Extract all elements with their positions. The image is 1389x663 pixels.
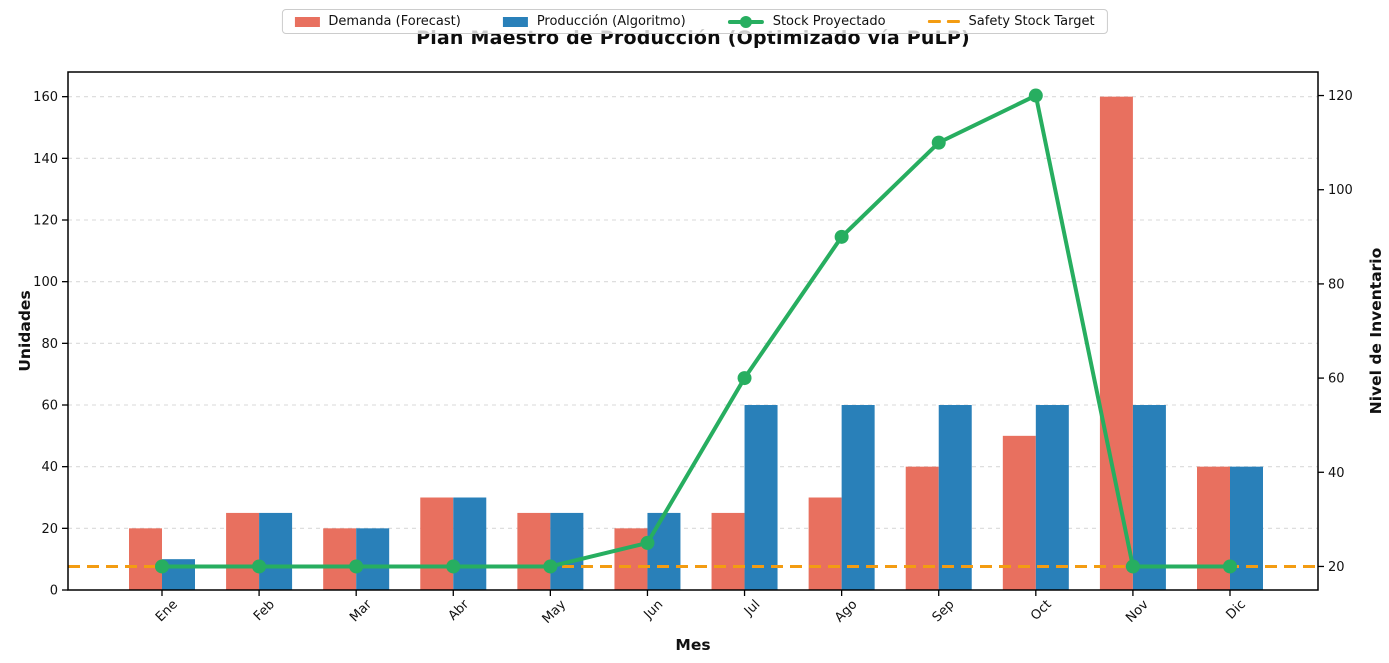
stock-marker-Ago: [834, 229, 849, 244]
bar-demanda-May: [517, 512, 551, 590]
legend-swatch-demanda: [294, 16, 320, 27]
bar-produccion-Abr: [453, 497, 487, 590]
x-tick-label-Sep: Sep: [930, 597, 958, 625]
x-tick-label-Ago: Ago: [832, 597, 860, 625]
left-y-axis-label: Unidades: [16, 290, 34, 371]
x-tick-label-Mar: Mar: [347, 597, 375, 625]
legend-label-safety: Safety Stock Target: [968, 14, 1095, 29]
left-tick-label: 60: [41, 399, 58, 414]
bar-demanda-Dic: [1197, 466, 1230, 590]
legend-swatch-safety: [927, 20, 960, 23]
x-tick-label-Jul: Jul: [741, 597, 763, 619]
stock-marker-Sep: [931, 135, 946, 150]
legend-swatch-safety-dash: [927, 20, 941, 23]
legend-swatch-produccion: [502, 16, 528, 27]
bar-demanda-Jun: [614, 528, 648, 590]
left-tick-label: 100: [33, 275, 58, 290]
bar-demanda-Sep: [905, 466, 939, 590]
bar-demanda-Nov: [1099, 96, 1133, 591]
right-y-axis-label: Nivel de Inventario: [1367, 248, 1385, 415]
right-tick-label: 60: [1328, 372, 1345, 387]
bar-demanda-Jul: [711, 512, 745, 590]
left-tick-label: 160: [33, 90, 58, 105]
stock-line: [160, 93, 1232, 569]
x-tick-label-May: May: [540, 597, 570, 627]
stock-marker-Dic: [1223, 559, 1237, 574]
left-tick-label: 120: [33, 214, 58, 229]
legend-item-safety: Safety Stock Target: [927, 14, 1095, 29]
legend-item-stock: Stock Proyectado: [727, 14, 886, 29]
stock-marker-Ene: [155, 559, 169, 574]
plot-border: [67, 71, 1319, 591]
x-tick-label-Ene: Ene: [153, 597, 181, 625]
stock-marker-Jun: [640, 535, 655, 550]
left-tick-label: 0: [50, 584, 58, 599]
bar-produccion-May: [550, 512, 584, 590]
x-axis-label: Mes: [675, 636, 710, 654]
bar-demanda-Feb: [226, 512, 260, 590]
stock-marker-Mar: [349, 559, 364, 574]
legend-swatch-stock-marker-icon: [739, 15, 752, 28]
x-tick-label-Oct: Oct: [1028, 597, 1055, 624]
stock-marker-Feb: [252, 559, 267, 574]
bar-produccion-Mar: [356, 528, 390, 590]
bar-demanda-Ago: [808, 497, 842, 590]
stock-marker-Jul: [737, 371, 752, 386]
legend-swatch-safety-dash: [946, 20, 960, 23]
legend-swatch-stock-line: [727, 15, 764, 28]
bar-produccion-Jun: [647, 512, 681, 590]
stock-marker-Abr: [446, 559, 461, 574]
right-tick-label: 80: [1328, 277, 1345, 292]
bar-demanda-Ene: [129, 528, 162, 590]
x-tick-label-Dic: Dic: [1224, 597, 1249, 622]
chart-legend: Demanda (Forecast) Producción (Algoritmo…: [281, 9, 1108, 34]
x-tick-label-Jun: Jun: [641, 597, 667, 623]
bar-demanda-Oct: [1002, 435, 1036, 590]
x-tick-label-Feb: Feb: [251, 597, 278, 624]
bar-demanda-Mar: [323, 528, 357, 590]
legend-item-produccion: Producción (Algoritmo): [502, 14, 686, 29]
bar-produccion-Dic: [1230, 466, 1263, 590]
stock-marker-Nov: [1125, 559, 1140, 574]
x-tick-label-Nov: Nov: [1123, 597, 1152, 626]
left-tick-label: 140: [33, 152, 58, 167]
bar-produccion-Nov: [1132, 405, 1166, 590]
bar-produccion-Jul: [744, 405, 778, 590]
bar-produccion-Ago: [841, 405, 875, 590]
legend-label-stock: Stock Proyectado: [772, 14, 886, 29]
bar-produccion-Feb: [259, 512, 293, 590]
stock-marker-Oct: [1028, 88, 1043, 103]
bar-demanda-Abr: [420, 497, 454, 590]
left-tick-label: 20: [41, 522, 58, 537]
legend-label-produccion: Producción (Algoritmo): [536, 14, 686, 29]
bar-produccion-Oct: [1035, 405, 1069, 590]
right-tick-label: 40: [1328, 466, 1345, 481]
right-tick-label: 20: [1328, 560, 1345, 575]
bar-produccion-Sep: [938, 405, 972, 590]
left-tick-label: 40: [41, 460, 58, 475]
stock-marker-May: [543, 559, 558, 574]
right-tick-label: 100: [1328, 183, 1353, 198]
right-tick-label: 120: [1328, 89, 1353, 104]
legend-item-demanda: Demanda (Forecast): [294, 14, 461, 29]
left-tick-label: 80: [41, 337, 58, 352]
legend-label-demanda: Demanda (Forecast): [328, 14, 461, 29]
x-tick-label-Abr: Abr: [446, 597, 473, 624]
